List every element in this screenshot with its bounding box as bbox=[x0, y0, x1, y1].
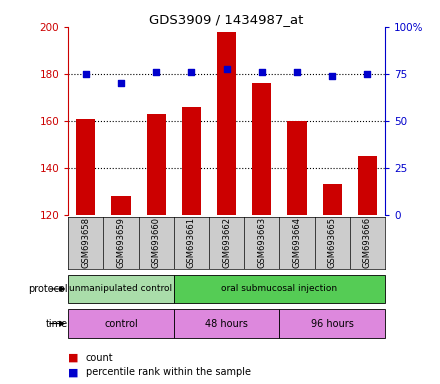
Point bbox=[153, 68, 160, 74]
Bar bbox=[68, 275, 174, 303]
Text: unmanipulated control: unmanipulated control bbox=[70, 285, 172, 293]
Text: GSM693666: GSM693666 bbox=[363, 217, 372, 268]
Text: 96 hours: 96 hours bbox=[311, 318, 354, 329]
Text: GSM693658: GSM693658 bbox=[81, 217, 90, 268]
Text: GSM693661: GSM693661 bbox=[187, 217, 196, 268]
Point bbox=[223, 66, 230, 72]
Bar bbox=[287, 121, 307, 215]
Text: control: control bbox=[104, 318, 138, 329]
Text: GSM693664: GSM693664 bbox=[293, 217, 301, 268]
Point bbox=[364, 71, 371, 77]
Bar bbox=[323, 184, 342, 215]
Text: oral submucosal injection: oral submucosal injection bbox=[221, 285, 337, 293]
Text: percentile rank within the sample: percentile rank within the sample bbox=[86, 367, 251, 377]
Text: GSM693662: GSM693662 bbox=[222, 217, 231, 268]
Text: protocol: protocol bbox=[29, 284, 68, 294]
Text: GSM693663: GSM693663 bbox=[257, 217, 266, 268]
Bar bbox=[68, 309, 174, 338]
Bar bbox=[111, 196, 131, 215]
Point bbox=[258, 68, 265, 74]
Text: ■: ■ bbox=[68, 367, 79, 377]
Text: 48 hours: 48 hours bbox=[205, 318, 248, 329]
Bar bbox=[182, 107, 201, 215]
Point bbox=[329, 73, 336, 79]
Bar bbox=[358, 156, 377, 215]
Bar bbox=[76, 119, 95, 215]
Title: GDS3909 / 1434987_at: GDS3909 / 1434987_at bbox=[150, 13, 304, 26]
Point bbox=[117, 80, 125, 86]
Text: count: count bbox=[86, 353, 114, 363]
Text: GSM693660: GSM693660 bbox=[152, 217, 161, 268]
Bar bbox=[217, 31, 236, 215]
Point bbox=[188, 68, 195, 74]
Text: GSM693659: GSM693659 bbox=[117, 217, 125, 268]
Bar bbox=[174, 309, 279, 338]
Bar bbox=[147, 114, 166, 215]
Bar bbox=[279, 309, 385, 338]
Point bbox=[293, 68, 301, 74]
Bar bbox=[174, 275, 385, 303]
Text: GSM693665: GSM693665 bbox=[328, 217, 337, 268]
Text: time: time bbox=[46, 318, 68, 329]
Text: ■: ■ bbox=[68, 353, 79, 363]
Bar bbox=[252, 83, 271, 215]
Point bbox=[82, 71, 89, 77]
